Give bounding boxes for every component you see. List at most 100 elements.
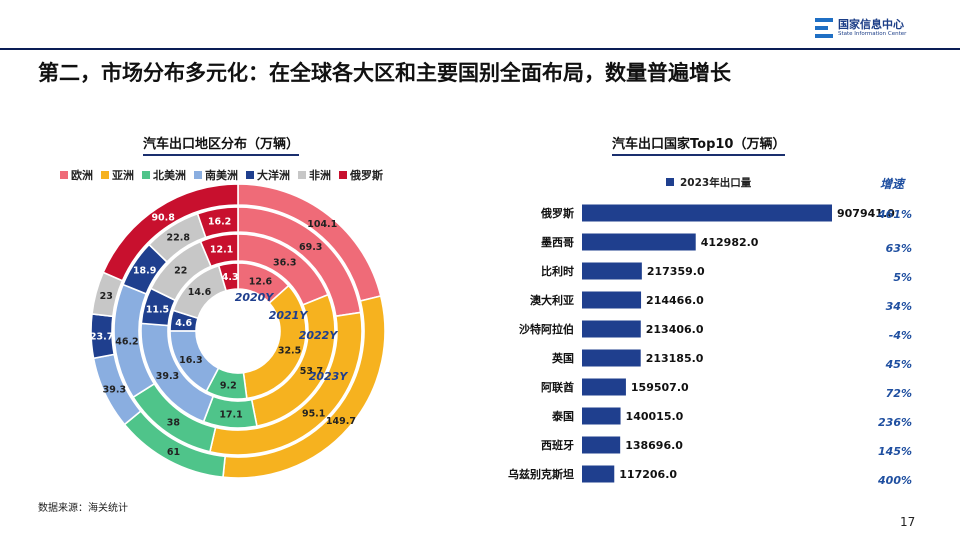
bar-category-label: 乌兹别克斯坦 <box>508 467 574 481</box>
legend-item: 亚洲 <box>101 167 134 183</box>
donut-value-label: 36.3 <box>273 257 296 268</box>
bar-value-label: 213185.0 <box>646 352 704 365</box>
growth-label: 145% <box>878 445 912 458</box>
bar <box>582 349 641 367</box>
donut-ring-year-label: 2023Y <box>309 370 349 383</box>
legend-label: 非洲 <box>309 169 331 182</box>
donut-value-label: 22 <box>174 266 187 277</box>
bar-legend-label: 2023年出口量 <box>680 176 752 189</box>
bar-chart-title: 汽车出口国家Top10（万辆） <box>612 133 786 156</box>
logo-icon <box>815 18 833 38</box>
donut-value-label: 39.3 <box>156 371 179 382</box>
donut-segment <box>242 284 307 400</box>
bar-value-label: 217359.0 <box>647 265 705 278</box>
bar <box>582 465 615 483</box>
bar-category-label: 澳大利亚 <box>530 293 574 307</box>
donut-value-label: 39.3 <box>103 384 126 395</box>
legend-swatch <box>142 171 150 179</box>
donut-segment <box>196 206 239 239</box>
bar <box>582 320 641 338</box>
growth-label: 34% <box>886 300 912 313</box>
donut-value-label: 9.2 <box>220 381 237 392</box>
donut-chart: 12.6 32.5 9.2 16.3 4.6 14.6 4.3 2020Y 36.3 53.7 17… <box>90 183 386 479</box>
donut-segment <box>102 183 239 282</box>
page-number: 17 <box>900 515 916 529</box>
bar <box>582 233 696 251</box>
bar <box>582 407 621 425</box>
donut-value-label: 32.5 <box>278 346 301 357</box>
bar <box>582 262 642 280</box>
donut-value-label: 12.6 <box>249 276 273 287</box>
bar-value-label: 138696.0 <box>625 439 683 452</box>
legend-item: 北美洲 <box>142 167 186 183</box>
growth-header: 增速 <box>880 177 906 191</box>
bar-legend-swatch <box>666 178 674 186</box>
bar-value-label: 412982.0 <box>701 236 759 249</box>
donut-segment <box>199 233 239 268</box>
logo-english-name: State Information Center <box>838 30 907 37</box>
donut-value-label: 53.7 <box>300 366 323 377</box>
legend-label: 俄罗斯 <box>350 169 383 182</box>
donut-value-label: 149.7 <box>326 416 356 427</box>
donut-value-label: 95.1 <box>302 408 325 419</box>
legend-swatch <box>339 171 347 179</box>
donut-value-label: 4.3 <box>222 272 239 283</box>
bar <box>582 378 626 396</box>
donut-ring-year-label: 2022Y <box>299 329 339 342</box>
bar-value-label: 117206.0 <box>619 468 677 481</box>
legend-item: 欧洲 <box>60 167 93 183</box>
bar-value-label: 140015.0 <box>626 410 684 423</box>
data-source: 数据来源：海关统计 <box>38 503 128 514</box>
donut-value-label: 22.8 <box>166 232 190 243</box>
bar-value-label: 214466.0 <box>646 294 704 307</box>
donut-ring-year-label: 2020Y <box>235 291 275 304</box>
donut-value-label: 69.3 <box>299 242 322 253</box>
growth-label: 5% <box>893 271 912 284</box>
donut-chart-title: 汽车出口地区分布（万辆） <box>143 133 300 156</box>
legend-item: 非洲 <box>298 167 331 183</box>
growth-label: 45% <box>885 358 912 371</box>
bar-category-label: 阿联酋 <box>541 380 574 394</box>
growth-label: 400% <box>877 474 912 487</box>
donut-value-label: 90.8 <box>151 212 175 223</box>
donut-value-label: 4.6 <box>175 318 192 329</box>
bar <box>582 204 832 222</box>
legend-swatch <box>298 171 306 179</box>
header-divider <box>0 48 960 50</box>
legend-item: 大洋洲 <box>246 167 290 183</box>
donut-value-label: 23 <box>100 291 113 302</box>
growth-label: -4% <box>889 329 912 342</box>
logo-name: 国家信息中心 <box>838 17 904 31</box>
bar <box>582 436 621 454</box>
logo: 国家信息中心 State Information Center <box>815 18 906 38</box>
donut-value-label: 38 <box>167 417 181 428</box>
bar-value-label: 159507.0 <box>631 381 689 394</box>
donut-legend: 欧洲 亚洲 北美洲 南美洲 大洋洲 非洲 俄罗斯 <box>60 167 383 183</box>
donut-value-label: 46.2 <box>115 336 138 347</box>
legend-item: 南美洲 <box>194 167 238 183</box>
donut-segment <box>217 262 239 292</box>
bar-value-label: 213406.0 <box>646 323 704 336</box>
donut-value-label: 14.6 <box>188 287 212 298</box>
donut-value-label: 23.7 <box>90 331 113 342</box>
bar-category-label: 俄罗斯 <box>540 206 574 220</box>
legend-swatch <box>101 171 109 179</box>
donut-value-label: 11.5 <box>146 304 169 315</box>
legend-label: 欧洲 <box>71 169 93 182</box>
page-title: 第二，市场分布多元化：在全球各大区和主要国别全面布局，数量普遍增长 <box>38 61 731 85</box>
donut-value-label: 12.1 <box>210 245 233 256</box>
legend-label: 北美洲 <box>153 169 186 182</box>
growth-label: 72% <box>886 387 912 400</box>
bar-category-label: 英国 <box>551 351 574 365</box>
bar-category-label: 墨西哥 <box>541 236 574 249</box>
donut-value-label: 61 <box>167 447 180 458</box>
legend-label: 亚洲 <box>112 169 134 182</box>
legend-swatch <box>194 171 202 179</box>
donut-value-label: 18.9 <box>133 266 156 277</box>
growth-label: 63% <box>886 242 912 255</box>
legend-label: 南美洲 <box>205 169 238 182</box>
bar-category-label: 西班牙 <box>541 438 574 452</box>
bar-category-label: 比利时 <box>541 264 574 278</box>
donut-ring-year-label: 2021Y <box>269 309 309 322</box>
